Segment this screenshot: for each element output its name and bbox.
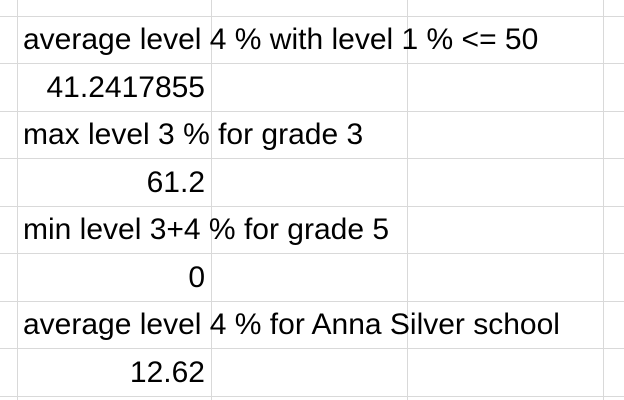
row-divider — [0, 111, 624, 112]
column-divider — [407, 0, 408, 400]
row-divider — [0, 16, 624, 17]
cell-label-3[interactable]: min level 3+4 % for grade 5 — [23, 213, 390, 246]
cell-value-3[interactable]: 0 — [188, 261, 205, 294]
row-divider — [0, 158, 624, 159]
column-divider — [17, 0, 18, 400]
cell-label-4[interactable]: average level 4 % for Anna Silver school — [23, 308, 560, 341]
row-divider — [0, 348, 624, 349]
row-divider — [0, 206, 624, 207]
column-divider — [211, 0, 212, 400]
cell-label-2[interactable]: max level 3 % for grade 3 — [23, 118, 364, 151]
row-divider — [0, 301, 624, 302]
column-divider — [603, 0, 604, 400]
cell-value-4[interactable]: 12.62 — [129, 356, 205, 389]
row-divider — [0, 396, 624, 397]
left-edge — [0, 0, 17, 400]
cell-value-2[interactable]: 61.2 — [146, 166, 205, 199]
cell-value-1[interactable]: 41.2417855 — [46, 71, 206, 104]
row-divider — [0, 253, 624, 254]
row-divider — [0, 63, 624, 64]
cell-label-1[interactable]: average level 4 % with level 1 % <= 50 — [23, 23, 539, 56]
